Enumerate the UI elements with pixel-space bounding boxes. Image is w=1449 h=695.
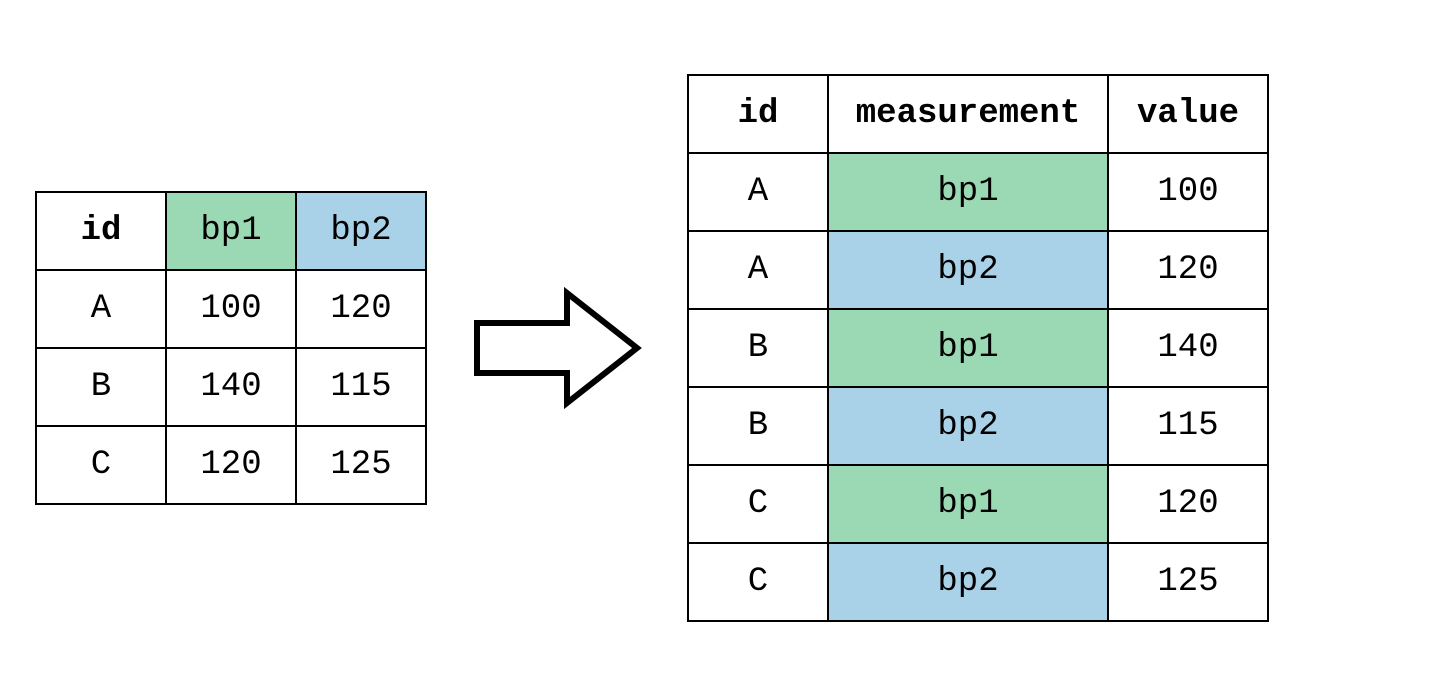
wide-table: id bp1 bp2 A 100 120 B 140 115 C 120 125 [35,191,427,505]
transform-arrow [467,273,647,423]
arrow-icon [467,273,647,423]
cell-measurement: bp2 [828,543,1108,621]
cell-value: 120 [1108,465,1268,543]
table-header-row: id bp1 bp2 [36,192,426,270]
cell-id: B [688,309,828,387]
cell-bp2: 120 [296,270,426,348]
table-header-row: id measurement value [688,75,1268,153]
cell-measurement: bp2 [828,231,1108,309]
table-row: A 100 120 [36,270,426,348]
cell-value: 100 [1108,153,1268,231]
long-table: id measurement value A bp1 100 A bp2 120… [687,74,1269,622]
header-value: value [1108,75,1268,153]
table-row: B bp2 115 [688,387,1268,465]
cell-value: 120 [1108,231,1268,309]
table-row: A bp1 100 [688,153,1268,231]
header-bp1: bp1 [166,192,296,270]
cell-bp1: 100 [166,270,296,348]
cell-id: B [688,387,828,465]
table-row: A bp2 120 [688,231,1268,309]
header-measurement: measurement [828,75,1108,153]
cell-value: 115 [1108,387,1268,465]
cell-value: 140 [1108,309,1268,387]
cell-id: C [688,543,828,621]
cell-bp1: 120 [166,426,296,504]
header-id: id [688,75,828,153]
cell-bp2: 125 [296,426,426,504]
cell-id: C [688,465,828,543]
cell-id: A [688,153,828,231]
cell-measurement: bp1 [828,465,1108,543]
table-row: B bp1 140 [688,309,1268,387]
table-row: C 120 125 [36,426,426,504]
cell-id: C [36,426,166,504]
header-id: id [36,192,166,270]
cell-measurement: bp1 [828,153,1108,231]
cell-id: A [688,231,828,309]
cell-id: A [36,270,166,348]
cell-measurement: bp2 [828,387,1108,465]
cell-measurement: bp1 [828,309,1108,387]
cell-id: B [36,348,166,426]
table-row: C bp1 120 [688,465,1268,543]
header-bp2: bp2 [296,192,426,270]
table-row: C bp2 125 [688,543,1268,621]
cell-bp2: 115 [296,348,426,426]
table-row: B 140 115 [36,348,426,426]
pivot-diagram: id bp1 bp2 A 100 120 B 140 115 C 120 125… [35,74,1269,622]
cell-value: 125 [1108,543,1268,621]
cell-bp1: 140 [166,348,296,426]
